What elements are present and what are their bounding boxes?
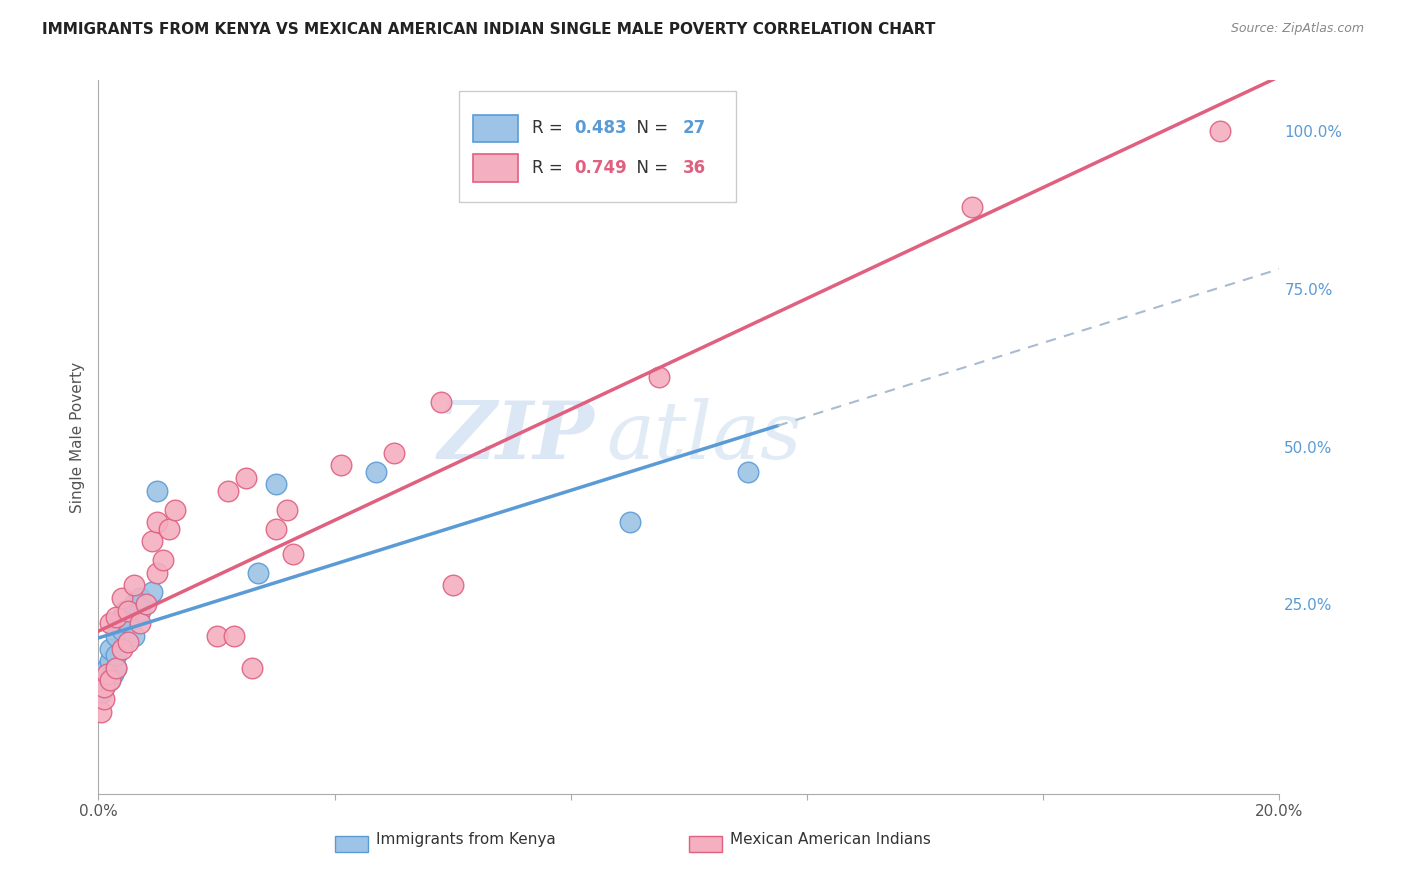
Point	[122, 629, 145, 643]
Point	[114, 604, 136, 618]
Text: atlas: atlas	[606, 399, 801, 475]
Text: 0.483: 0.483	[575, 120, 627, 137]
Point	[111, 610, 134, 624]
Point	[283, 547, 305, 561]
Point	[264, 477, 287, 491]
Point	[128, 604, 150, 618]
Point	[117, 635, 139, 649]
Point	[364, 465, 387, 479]
Point	[103, 666, 125, 681]
Point	[105, 660, 128, 674]
Point	[128, 591, 150, 606]
Point	[648, 370, 671, 384]
Point	[93, 680, 115, 694]
Text: R =: R =	[531, 120, 568, 137]
Text: R =: R =	[531, 159, 568, 177]
Point	[146, 483, 169, 498]
Point	[264, 522, 287, 536]
Point	[128, 616, 150, 631]
Point	[122, 598, 145, 612]
Point	[146, 516, 169, 530]
Point	[217, 483, 239, 498]
Point	[90, 705, 112, 719]
Point	[117, 604, 139, 618]
Text: IMMIGRANTS FROM KENYA VS MEXICAN AMERICAN INDIAN SINGLE MALE POVERTY CORRELATION: IMMIGRANTS FROM KENYA VS MEXICAN AMERICA…	[42, 22, 935, 37]
Point	[962, 200, 984, 214]
FancyBboxPatch shape	[689, 836, 723, 852]
Point	[98, 616, 121, 631]
Point	[111, 641, 134, 656]
Text: 0.749: 0.749	[575, 159, 627, 177]
Text: ZIP: ZIP	[437, 399, 595, 475]
Point	[105, 648, 128, 662]
FancyBboxPatch shape	[335, 836, 368, 852]
Point	[430, 395, 453, 409]
Text: N =: N =	[626, 159, 673, 177]
FancyBboxPatch shape	[472, 114, 517, 142]
Point	[141, 534, 163, 549]
Point	[205, 629, 228, 643]
Point	[122, 578, 145, 592]
Point	[105, 660, 128, 674]
Point	[98, 641, 121, 656]
Point	[382, 446, 405, 460]
Point	[96, 666, 118, 681]
Point	[240, 660, 263, 674]
Point	[111, 591, 134, 606]
Point	[141, 584, 163, 599]
Point	[135, 598, 157, 612]
FancyBboxPatch shape	[472, 154, 517, 182]
Y-axis label: Single Male Poverty: Single Male Poverty	[69, 361, 84, 513]
Point	[111, 623, 134, 637]
Point	[235, 471, 257, 485]
Point	[146, 566, 169, 580]
Text: N =: N =	[626, 120, 673, 137]
Text: Immigrants from Kenya: Immigrants from Kenya	[375, 832, 555, 847]
Point	[117, 616, 139, 631]
Point	[93, 666, 115, 681]
Point	[224, 629, 246, 643]
Point	[105, 629, 128, 643]
Point	[108, 616, 131, 631]
Point	[152, 553, 174, 567]
Point	[93, 680, 115, 694]
Point	[157, 522, 180, 536]
Point	[441, 578, 464, 592]
Point	[619, 516, 641, 530]
Point	[96, 660, 118, 674]
Point	[105, 610, 128, 624]
Text: Source: ZipAtlas.com: Source: ZipAtlas.com	[1230, 22, 1364, 36]
Point	[90, 686, 112, 700]
Point	[98, 673, 121, 688]
Text: 36: 36	[683, 159, 706, 177]
Point	[1209, 124, 1232, 138]
Text: Mexican American Indians: Mexican American Indians	[730, 832, 931, 847]
Point	[165, 502, 187, 516]
Point	[329, 458, 352, 473]
Point	[737, 465, 759, 479]
Point	[93, 692, 115, 706]
Point	[246, 566, 269, 580]
Text: 27: 27	[683, 120, 706, 137]
Point	[98, 654, 121, 668]
FancyBboxPatch shape	[458, 91, 737, 202]
Point	[98, 673, 121, 688]
Point	[276, 502, 298, 516]
